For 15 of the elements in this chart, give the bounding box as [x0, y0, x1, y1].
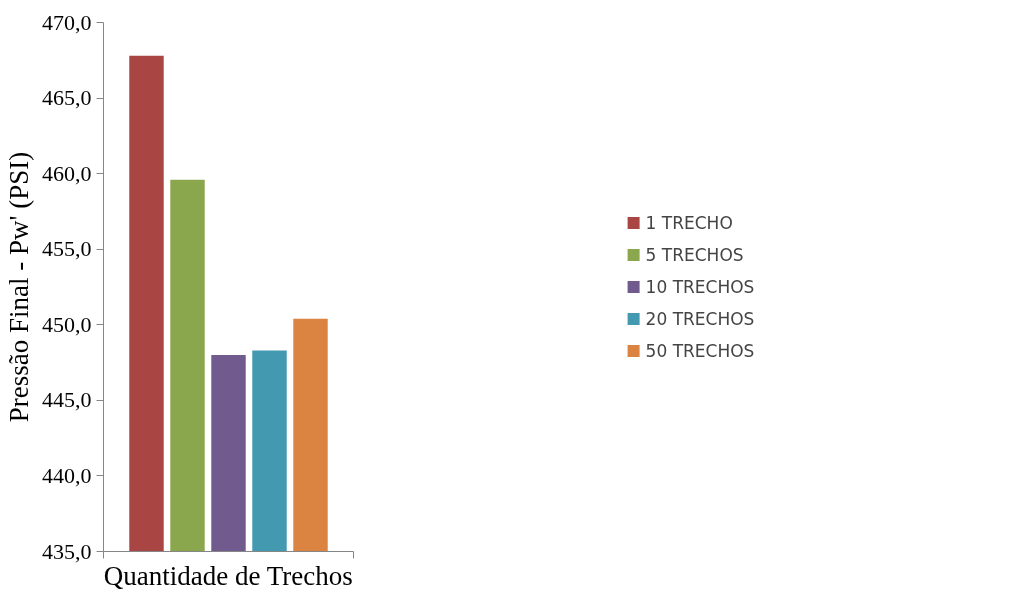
x-axis-title: Quantidade de Trechos — [103, 560, 353, 591]
legend-label: 10 TRECHOS — [645, 276, 755, 297]
y-tick-label: 435,0 — [42, 538, 92, 564]
y-tick-label: 460,0 — [42, 160, 92, 186]
y-tick-label: 445,0 — [42, 387, 92, 413]
y-tick-label: 470,0 — [42, 9, 92, 35]
legend-label: 1 TRECHO — [645, 212, 733, 233]
y-axis-title: Pressão Final - Pw' (PSI) — [4, 151, 34, 423]
y-tick-label: 440,0 — [42, 462, 92, 488]
y-tick-label: 450,0 — [42, 311, 92, 337]
y-tick-label: 455,0 — [42, 236, 92, 262]
y-tick-label: 465,0 — [42, 85, 92, 111]
legend-label: 5 TRECHOS — [645, 244, 744, 265]
legend-label: 50 TRECHOS — [645, 340, 755, 361]
legend-label: 20 TRECHOS — [645, 308, 755, 329]
